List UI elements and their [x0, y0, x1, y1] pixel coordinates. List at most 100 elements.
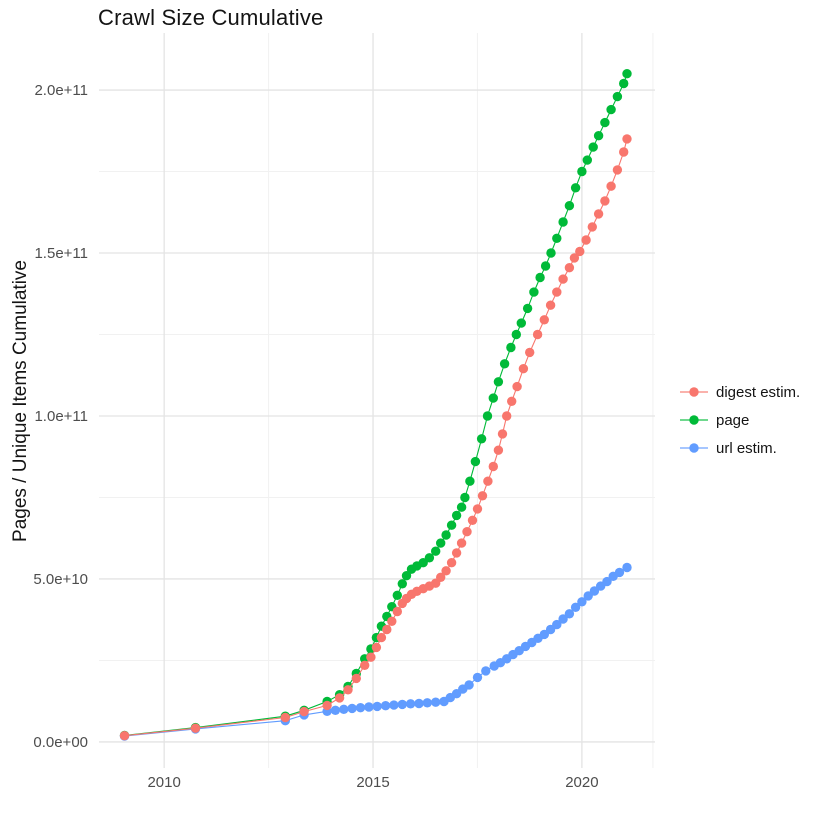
data-point: [424, 553, 435, 563]
data-point: [612, 165, 623, 175]
data-point: [529, 287, 539, 297]
data-point: [569, 253, 580, 263]
data-point: [546, 248, 556, 258]
data-point: [564, 609, 575, 619]
data-point: [482, 411, 493, 421]
data-point: [577, 597, 587, 607]
data-point: [366, 652, 376, 662]
data-point: [364, 702, 374, 712]
data-point: [376, 632, 387, 643]
data-point: [619, 147, 629, 157]
data-point: [405, 699, 416, 709]
data-point: [600, 117, 610, 128]
series-url-estim: [119, 562, 632, 741]
data-point: [539, 629, 549, 640]
data-point: [488, 393, 498, 403]
data-point: [451, 510, 462, 521]
y-tick-label: 1.5e+11: [34, 245, 88, 262]
data-point: [577, 166, 587, 177]
data-point: [558, 217, 568, 227]
y-axis-title: Pages / Unique Items Cumulative: [10, 259, 31, 542]
data-point: [351, 673, 361, 684]
legend-label: digest estim.: [716, 383, 801, 401]
data-point: [476, 434, 487, 444]
data-point: [493, 377, 504, 387]
data-point: [558, 614, 568, 624]
data-point: [581, 235, 591, 245]
data-point: [502, 411, 512, 421]
data-point: [558, 274, 568, 284]
y-axis-title-wrap: Pages / Unique Items Cumulative: [8, 33, 34, 768]
data-point: [488, 461, 498, 472]
data-point: [570, 183, 581, 193]
data-point: [525, 347, 535, 358]
data-point: [446, 520, 457, 530]
data-point: [397, 699, 407, 710]
x-tick-label: 2010: [147, 774, 180, 791]
y-tick-label: 5.0e+10: [33, 571, 88, 588]
data-point: [436, 572, 446, 582]
data-point: [464, 680, 474, 690]
data-point: [465, 476, 475, 486]
chart-title: Crawl Size Cumulative: [98, 5, 324, 30]
data-point: [600, 196, 610, 206]
x-axis-tick-labels: 2010 2015 2020: [147, 774, 598, 791]
gridlines-major: [99, 33, 655, 768]
data-point: [507, 396, 517, 406]
data-point: [436, 538, 446, 548]
legend-label: url estim.: [716, 439, 777, 457]
x-tick-label: 2020: [565, 774, 598, 791]
data-point: [339, 704, 349, 714]
series-digest-estim: [119, 134, 632, 741]
data-point: [355, 703, 366, 713]
data-point: [483, 476, 493, 486]
data-point: [622, 562, 632, 573]
legend-item: digest estim.: [679, 378, 800, 406]
data-point: [467, 515, 478, 525]
data-point: [511, 329, 521, 340]
legend: digest estim. page url estim.: [679, 378, 800, 462]
data-point: [441, 566, 451, 576]
data-point: [552, 233, 562, 243]
data-point: [619, 78, 629, 89]
data-point: [299, 706, 309, 717]
y-tick-label: 2.0e+11: [34, 82, 88, 99]
data-point: [392, 590, 402, 600]
data-point: [570, 602, 581, 612]
data-point: [612, 91, 623, 102]
data-point: [451, 548, 462, 558]
data-point: [582, 155, 592, 165]
data-point: [587, 222, 597, 232]
legend-label: page: [716, 411, 750, 429]
data-point: [322, 700, 332, 711]
data-point: [552, 287, 562, 297]
data-point: [606, 181, 616, 191]
data-point: [330, 705, 341, 715]
data-point: [397, 579, 407, 589]
data-point: [472, 504, 483, 514]
data-point: [401, 571, 412, 581]
data-point: [119, 731, 130, 741]
data-point: [506, 342, 516, 353]
data-point: [593, 209, 604, 219]
data-point: [593, 131, 604, 141]
data-point: [441, 530, 451, 540]
data-point: [343, 685, 353, 695]
data-point: [589, 586, 600, 596]
legend-key-icon: [680, 443, 708, 453]
data-point: [472, 672, 483, 683]
data-point: [392, 606, 402, 617]
y-tick-label: 0.0e+00: [33, 734, 88, 751]
data-point: [481, 666, 491, 676]
data-point: [516, 318, 526, 328]
data-point: [414, 698, 424, 709]
data-point: [347, 703, 357, 714]
data-point: [535, 272, 545, 283]
data-point: [380, 701, 391, 711]
data-point: [499, 359, 510, 369]
data-point: [389, 700, 399, 710]
series-page: [119, 69, 632, 741]
y-tick-label: 1.0e+11: [34, 408, 88, 425]
data-point: [622, 69, 632, 79]
